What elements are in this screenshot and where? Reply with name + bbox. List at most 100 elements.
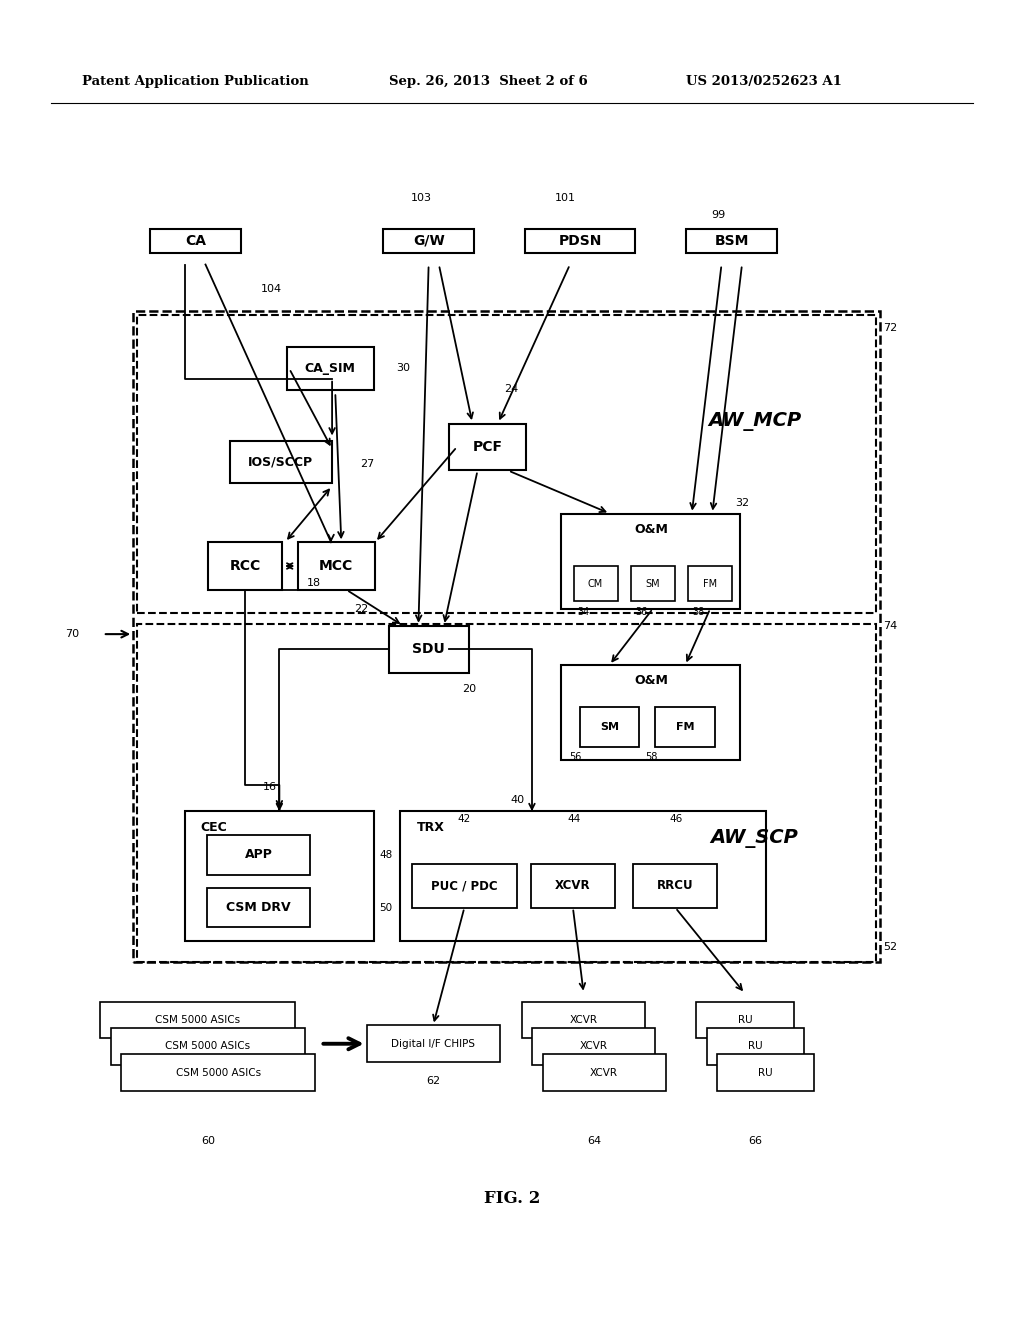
Text: Patent Application Publication: Patent Application Publication — [82, 75, 308, 88]
FancyBboxPatch shape — [207, 836, 309, 875]
Text: CSM 5000 ASICs: CSM 5000 ASICs — [165, 1041, 251, 1052]
Text: 36: 36 — [635, 607, 647, 618]
FancyBboxPatch shape — [399, 812, 766, 941]
Text: US 2013/0252623 A1: US 2013/0252623 A1 — [686, 75, 842, 88]
FancyBboxPatch shape — [367, 1026, 500, 1063]
Text: TRX: TRX — [417, 821, 444, 834]
Text: CEC: CEC — [200, 821, 226, 834]
FancyBboxPatch shape — [229, 441, 332, 483]
FancyBboxPatch shape — [522, 1002, 645, 1039]
Text: 64: 64 — [587, 1137, 601, 1147]
Text: 52: 52 — [884, 942, 897, 953]
Text: FM: FM — [676, 722, 694, 733]
FancyBboxPatch shape — [686, 228, 777, 252]
Text: 20: 20 — [462, 685, 476, 694]
FancyBboxPatch shape — [111, 1028, 305, 1065]
FancyBboxPatch shape — [412, 865, 516, 908]
Text: 48: 48 — [379, 850, 392, 859]
FancyBboxPatch shape — [207, 888, 309, 928]
Text: PUC / PDC: PUC / PDC — [431, 879, 498, 892]
Text: O&M: O&M — [634, 675, 668, 688]
Text: 104: 104 — [260, 284, 282, 294]
Text: 74: 74 — [884, 620, 898, 631]
Text: 24: 24 — [505, 384, 519, 393]
Text: 42: 42 — [458, 814, 471, 824]
Text: CSM 5000 ASICs: CSM 5000 ASICs — [175, 1068, 261, 1078]
FancyBboxPatch shape — [580, 708, 639, 747]
Text: 44: 44 — [567, 814, 581, 824]
Text: 103: 103 — [411, 193, 431, 203]
Text: PCF: PCF — [473, 440, 503, 454]
Text: 32: 32 — [735, 498, 750, 508]
Text: 101: 101 — [555, 193, 575, 203]
Text: 66: 66 — [749, 1137, 762, 1147]
FancyBboxPatch shape — [100, 1002, 295, 1039]
FancyBboxPatch shape — [688, 566, 732, 601]
Text: Digital I/F CHIPS: Digital I/F CHIPS — [391, 1039, 475, 1049]
Text: 70: 70 — [66, 630, 80, 639]
Text: 22: 22 — [353, 603, 368, 614]
Text: 38: 38 — [692, 607, 705, 618]
FancyBboxPatch shape — [561, 513, 740, 609]
Text: 34: 34 — [578, 607, 590, 618]
FancyBboxPatch shape — [631, 566, 675, 601]
Text: CA_SIM: CA_SIM — [305, 362, 355, 375]
Text: 46: 46 — [670, 814, 683, 824]
Text: 50: 50 — [379, 903, 392, 912]
Text: 60: 60 — [201, 1137, 215, 1147]
Text: 16: 16 — [263, 783, 278, 792]
Text: 40: 40 — [511, 795, 524, 805]
Text: CA: CA — [184, 234, 206, 248]
Text: 18: 18 — [307, 578, 322, 587]
FancyBboxPatch shape — [543, 1055, 666, 1092]
FancyBboxPatch shape — [707, 1028, 804, 1065]
Text: AW_SCP: AW_SCP — [711, 829, 799, 847]
Text: RCC: RCC — [229, 558, 261, 573]
FancyBboxPatch shape — [150, 228, 241, 252]
FancyBboxPatch shape — [184, 812, 374, 941]
Text: MCC: MCC — [319, 558, 353, 573]
Text: CSM DRV: CSM DRV — [226, 902, 291, 915]
Text: CSM 5000 ASICs: CSM 5000 ASICs — [155, 1015, 241, 1026]
Text: CM: CM — [588, 578, 603, 589]
FancyBboxPatch shape — [450, 424, 526, 470]
FancyBboxPatch shape — [389, 626, 469, 673]
Text: RU: RU — [758, 1068, 773, 1078]
Text: XCVR: XCVR — [590, 1068, 618, 1078]
Text: G/W: G/W — [413, 234, 444, 248]
Text: IOS/SCCP: IOS/SCCP — [249, 455, 313, 469]
Text: 27: 27 — [360, 459, 375, 469]
Text: 72: 72 — [884, 322, 898, 333]
Text: FIG. 2: FIG. 2 — [483, 1189, 541, 1206]
FancyBboxPatch shape — [209, 543, 283, 590]
Text: SDU: SDU — [413, 643, 445, 656]
Text: XCVR: XCVR — [580, 1041, 608, 1052]
Text: PDSN: PDSN — [558, 234, 602, 248]
Text: RU: RU — [737, 1015, 753, 1026]
Text: XCVR: XCVR — [569, 1015, 598, 1026]
Text: AW_MCP: AW_MCP — [708, 412, 801, 430]
Text: 62: 62 — [426, 1076, 440, 1086]
Text: O&M: O&M — [634, 523, 668, 536]
FancyBboxPatch shape — [530, 865, 614, 908]
FancyBboxPatch shape — [696, 1002, 794, 1039]
Text: APP: APP — [245, 849, 272, 862]
Text: 30: 30 — [396, 363, 410, 374]
FancyBboxPatch shape — [717, 1055, 814, 1092]
Text: SM: SM — [645, 578, 660, 589]
Text: RRCU: RRCU — [657, 879, 693, 892]
FancyBboxPatch shape — [561, 665, 740, 760]
FancyBboxPatch shape — [633, 865, 717, 908]
Text: RU: RU — [748, 1041, 763, 1052]
FancyBboxPatch shape — [287, 347, 374, 389]
Text: 56: 56 — [569, 752, 582, 762]
FancyBboxPatch shape — [298, 543, 375, 590]
FancyBboxPatch shape — [532, 1028, 655, 1065]
FancyBboxPatch shape — [383, 228, 474, 252]
FancyBboxPatch shape — [525, 228, 635, 252]
Text: SM: SM — [600, 722, 618, 733]
FancyBboxPatch shape — [121, 1055, 315, 1092]
Text: 99: 99 — [711, 210, 725, 220]
Text: BSM: BSM — [715, 234, 749, 248]
Text: FM: FM — [703, 578, 717, 589]
